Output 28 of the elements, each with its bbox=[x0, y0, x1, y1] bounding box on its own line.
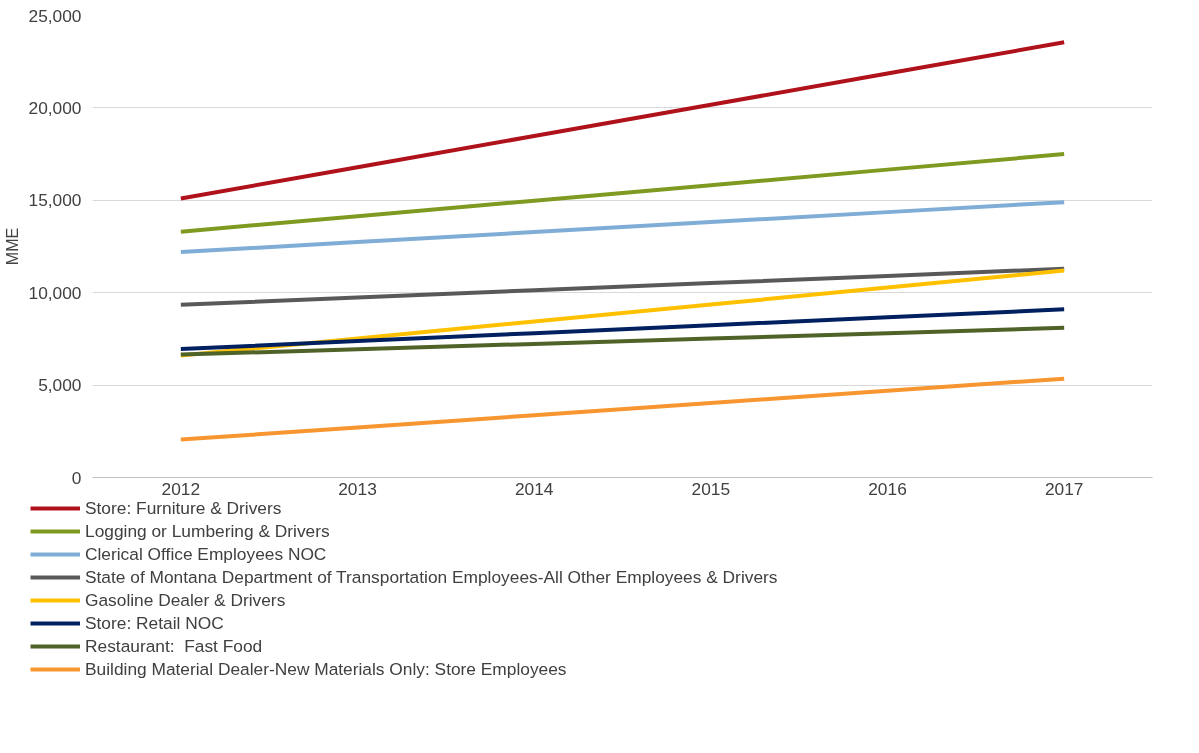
line-series bbox=[178, 266, 1067, 307]
line-series bbox=[178, 200, 1067, 255]
legend-label: Clerical Office Employees NOC bbox=[85, 543, 327, 565]
line-series bbox=[178, 307, 1067, 352]
line-series bbox=[178, 376, 1067, 442]
x-tick-label: 2016 bbox=[868, 478, 907, 499]
legend-label: Gasoline Dealer & Drivers bbox=[85, 589, 286, 611]
x-tick-label: 2013 bbox=[338, 478, 377, 499]
x-tick-label: 2017 bbox=[1044, 478, 1084, 499]
legend-label: State of Montana Department of Transportation Employees-All Other Employees & Drivers bbox=[85, 566, 778, 588]
y-tick-label: 20,000 bbox=[28, 97, 82, 118]
line-series bbox=[178, 325, 1067, 357]
legend-label: Building Material Dealer-New Materials Only: Store Employees bbox=[85, 658, 567, 680]
x-tick-label: 2015 bbox=[691, 478, 731, 499]
x-tick-label: 2012 bbox=[161, 478, 201, 499]
y-axis-title: MME bbox=[3, 227, 21, 266]
line-series bbox=[178, 40, 1067, 201]
y-tick-label: 15,000 bbox=[28, 190, 82, 211]
y-tick-label: 25,000 bbox=[28, 5, 82, 26]
y-tick-label: 10,000 bbox=[28, 282, 82, 303]
legend-label: Logging or Lumbering & Drivers bbox=[85, 520, 330, 542]
legend-label: Restaurant: Fast Food bbox=[85, 635, 263, 657]
y-tick-label: 5,000 bbox=[38, 375, 82, 396]
legend-label: Store: Retail NOC bbox=[85, 612, 224, 634]
y-tick-label: 0 bbox=[71, 467, 82, 488]
legend-label: Store: Furniture & Drivers bbox=[85, 497, 282, 519]
line-series bbox=[178, 152, 1067, 234]
x-tick-label: 2014 bbox=[514, 478, 554, 499]
